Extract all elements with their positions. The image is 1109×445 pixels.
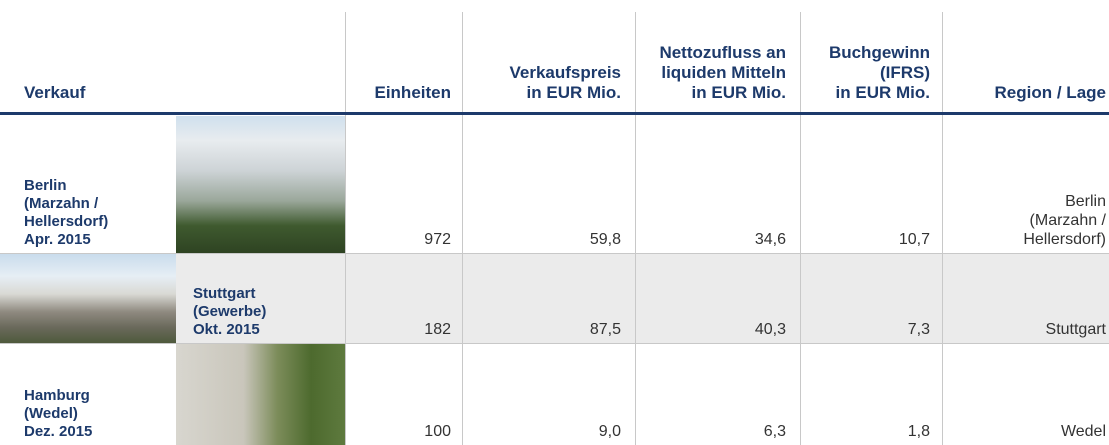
value-cell-line: 40,3 xyxy=(635,320,786,339)
building-photo xyxy=(0,254,176,343)
sale-label-line: Hamburg xyxy=(24,387,174,405)
column-header-line: (IFRS) xyxy=(800,63,930,83)
value-cell-line: 59,8 xyxy=(462,230,621,249)
sale-label-line: Okt. 2015 xyxy=(193,321,343,339)
column-header-line: in EUR Mio. xyxy=(462,83,621,103)
sale-label-line: (Wedel) xyxy=(24,405,174,423)
value-cell: 10,7 xyxy=(800,116,930,253)
value-cell-line: 6,3 xyxy=(635,422,786,441)
header-rule xyxy=(0,112,1109,115)
value-cell-line: 972 xyxy=(345,230,451,249)
column-header-line: in EUR Mio. xyxy=(635,83,786,103)
sale-label-line: (Gewerbe) xyxy=(193,303,343,321)
region-cell: Stuttgart xyxy=(942,254,1106,343)
region-cell: Berlin(Marzahn /Hellersdorf) xyxy=(942,116,1106,253)
column-header-line: liquiden Mitteln xyxy=(635,63,786,83)
region-cell: Wedel xyxy=(942,344,1106,445)
sale-label-line: Hellersdorf) xyxy=(24,213,174,231)
value-cell: 87,5 xyxy=(462,254,621,343)
column-header-line: Verkauf xyxy=(24,83,345,103)
column-header: Region / Lage xyxy=(942,10,1106,103)
region-cell-line: Wedel xyxy=(942,422,1106,441)
value-cell: 972 xyxy=(345,116,451,253)
value-cell: 59,8 xyxy=(462,116,621,253)
value-cell-line: 87,5 xyxy=(462,320,621,339)
value-cell-line: 7,3 xyxy=(800,320,930,339)
column-header-line: Verkaufspreis xyxy=(462,63,621,83)
region-cell-line: Hellersdorf) xyxy=(942,230,1106,249)
region-cell-line: (Marzahn / xyxy=(942,211,1106,230)
sale-label: Berlin(Marzahn /Hellersdorf)Apr. 2015 xyxy=(24,116,174,253)
column-header-line: Einheiten xyxy=(345,83,451,103)
value-cell-line: 182 xyxy=(345,320,451,339)
value-cell-line: 100 xyxy=(345,422,451,441)
sale-label-line: (Marzahn / xyxy=(24,195,174,213)
value-cell-line: 9,0 xyxy=(462,422,621,441)
sale-label-line: Stuttgart xyxy=(193,285,343,303)
column-header: Einheiten xyxy=(345,10,451,103)
sale-label: Stuttgart(Gewerbe)Okt. 2015 xyxy=(193,254,343,343)
region-cell-line: Berlin xyxy=(942,192,1106,211)
column-header-line: Region / Lage xyxy=(942,83,1106,103)
value-cell: 9,0 xyxy=(462,344,621,445)
building-photo xyxy=(176,344,345,445)
value-cell: 100 xyxy=(345,344,451,445)
page: VerkaufEinheitenVerkaufspreisin EUR Mio.… xyxy=(0,0,1109,445)
value-cell: 6,3 xyxy=(635,344,786,445)
sale-label-line: Dez. 2015 xyxy=(24,423,174,441)
column-header: Buchgewinn(IFRS)in EUR Mio. xyxy=(800,10,930,103)
column-header-line: Buchgewinn xyxy=(800,43,930,63)
value-cell: 7,3 xyxy=(800,254,930,343)
value-cell-line: 1,8 xyxy=(800,422,930,441)
value-cell-line: 34,6 xyxy=(635,230,786,249)
column-header-line: in EUR Mio. xyxy=(800,83,930,103)
value-cell: 182 xyxy=(345,254,451,343)
sale-label-line: Apr. 2015 xyxy=(24,231,174,249)
value-cell: 1,8 xyxy=(800,344,930,445)
column-header: Verkauf xyxy=(24,10,345,103)
building-photo xyxy=(176,116,345,253)
sale-label: Hamburg(Wedel)Dez. 2015 xyxy=(24,344,174,445)
value-cell: 40,3 xyxy=(635,254,786,343)
column-header-line: Nettozufluss an xyxy=(635,43,786,63)
value-cell-line: 10,7 xyxy=(800,230,930,249)
value-cell: 34,6 xyxy=(635,116,786,253)
region-cell-line: Stuttgart xyxy=(942,320,1106,339)
sale-label-line: Berlin xyxy=(24,177,174,195)
